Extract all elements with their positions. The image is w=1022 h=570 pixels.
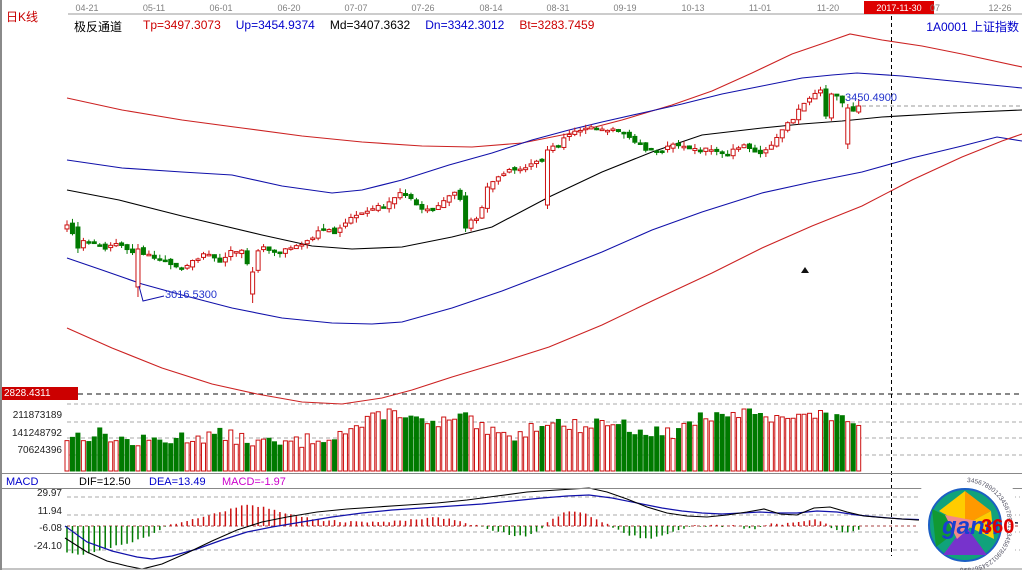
gridlines: [67, 105, 1022, 551]
date-label: 09-19: [613, 3, 637, 13]
channel-values-row: Tp=3497.3073 Up=3454.9374 Md=3407.3632 Dn=3…: [143, 18, 594, 32]
channel-lower-line: [66, 136, 1022, 325]
kline-type-label[interactable]: 日K线: [6, 10, 39, 24]
macd-dea-value: DEA=13.49: [149, 476, 206, 488]
indicator-title[interactable]: 极反通道: [74, 20, 123, 34]
gann360-logo: 34567890123456789012345678901234567890ga…: [919, 477, 1015, 570]
macd-histogram-layer: [66, 504, 860, 555]
macd-scale-label: 29.97: [36, 488, 62, 499]
channel-value-label: Tp=3497.3073: [143, 18, 221, 32]
macd-lines-layer: [64, 487, 1019, 570]
date-label: 07-07: [344, 3, 368, 13]
swing-low-pointer-line: [138, 285, 165, 302]
channel-mid-line: [66, 109, 1022, 250]
macd-scale-label: -6.08: [39, 523, 62, 534]
date-label-partial: 07: [929, 3, 941, 13]
chart-marker-triangle: [801, 267, 809, 273]
volume-scale-label: 70624396: [17, 445, 63, 456]
date-label: 07-26: [411, 3, 435, 13]
symbol-name: 上证指数: [970, 20, 1019, 34]
date-label: 08-31: [546, 3, 570, 13]
symbol-code: 1A0001: [926, 20, 968, 34]
macd-dea-line: [64, 494, 1019, 560]
volume-layer: [64, 408, 862, 472]
channel-value-label: Bt=3283.7459: [519, 18, 595, 32]
date-label: 05-11: [142, 3, 166, 13]
date-label: 10-13: [681, 3, 705, 13]
macd-panel-title[interactable]: MACD: [6, 476, 39, 488]
logo-word-gann: gann: [941, 513, 999, 540]
swing-low-annotation: 3016.5300: [165, 289, 217, 301]
volume-scale-label: 211873189: [12, 410, 62, 421]
channel-top-line: [66, 33, 1022, 148]
date-label: 06-20: [277, 3, 301, 13]
candles-layer: [64, 85, 862, 303]
date-label: 04-21: [75, 3, 99, 13]
channel-lines: [66, 33, 1022, 405]
channel-value-label: Up=3454.9374: [235, 18, 315, 32]
macd-scale-label: -24.10: [33, 541, 62, 552]
channel-bottom-line: [66, 133, 1022, 405]
volume-scale-label: 141248792: [11, 428, 62, 439]
macd-dif-line: [64, 487, 1019, 570]
logo-number-360: 360: [981, 516, 1014, 538]
date-label: 12-26: [988, 3, 1012, 13]
symbol-label[interactable]: 1A0001 上证指数: [926, 18, 1019, 35]
date-label: 11-01: [748, 3, 772, 13]
cursor-date-badge: 2017-11-30: [864, 1, 934, 14]
date-label: 11-20: [816, 3, 840, 13]
channel-value-label: Dn=3342.3012: [425, 18, 505, 32]
macd-scale-label: 11.94: [37, 506, 62, 517]
date-label: 08-14: [479, 3, 503, 13]
channel-value-label: Md=3407.3632: [329, 18, 411, 32]
channel-upper-line: [66, 72, 1022, 194]
left-price-level-badge: 2828.4311: [2, 387, 78, 400]
macd-macd-value: MACD=-1.97: [222, 476, 286, 488]
macd-dif-value: DIF=12.50: [79, 476, 131, 488]
date-label: 06-01: [209, 3, 233, 13]
last-price-annotation: 3450.4900: [845, 92, 897, 104]
